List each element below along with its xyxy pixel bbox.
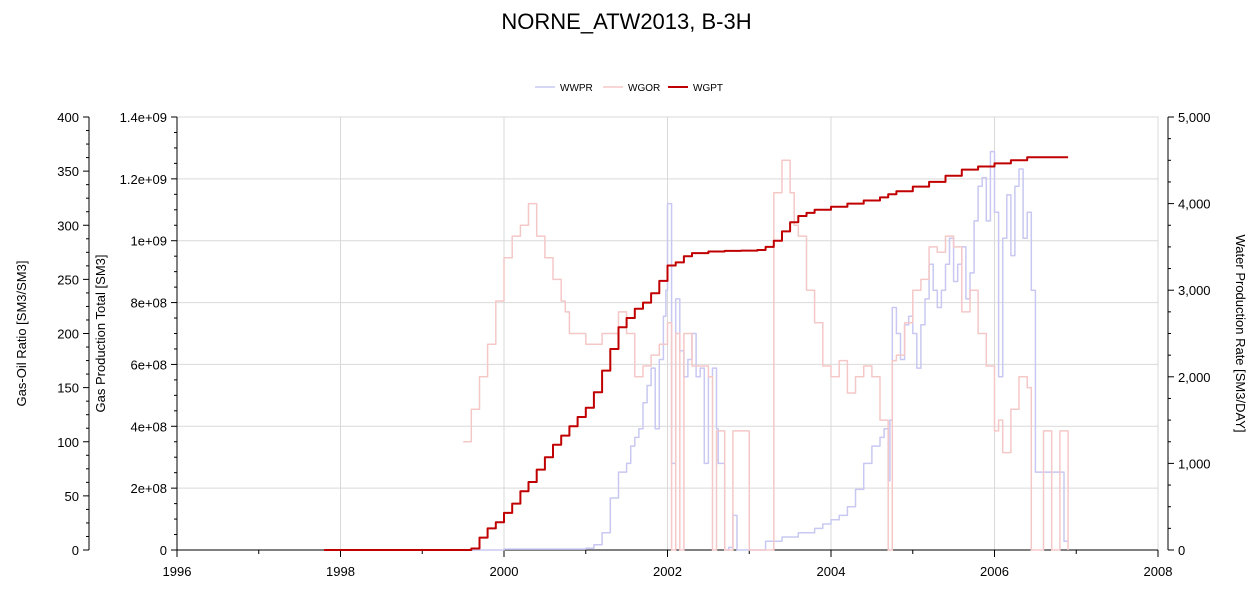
x-tick-label: 2004 xyxy=(817,564,846,579)
y-tick-label-wgpt: 4e+08 xyxy=(130,419,167,434)
legend-label-wgor: WGOR xyxy=(628,83,660,94)
series-line-wgpt xyxy=(324,156,1069,551)
axes: 1996 1998 2000 2002 2004 2006 2008050100150200… xyxy=(14,110,1248,579)
y-tick-label-wgor: 400 xyxy=(57,110,79,125)
x-tick-label: 2000 xyxy=(490,564,519,579)
y-tick-label-wwpr: 3,000 xyxy=(1178,283,1211,298)
series-line-wgor xyxy=(463,159,1069,551)
y-tick-label-wgpt: 1.4e+09 xyxy=(120,110,167,125)
x-tick-label: 1996 xyxy=(163,564,192,579)
y-tick-label-wgor: 300 xyxy=(57,218,79,233)
y-tick-label-wgpt: 2e+08 xyxy=(130,481,167,496)
y-axis-title-wwpr: Water Production Rate [SM3/DAY] xyxy=(1233,235,1248,433)
x-tick-label: 1998 xyxy=(326,564,355,579)
series-layer xyxy=(324,150,1069,551)
x-tick-label: 2006 xyxy=(980,564,1009,579)
y-axis-title-wgor: Gas-Oil Ratio [SM3/SM3] xyxy=(14,261,29,407)
y-tick-label-wgpt: 0 xyxy=(160,543,167,558)
y-tick-label-wgpt: 1e+09 xyxy=(130,234,167,249)
x-tick-label: 2002 xyxy=(653,564,682,579)
y-tick-label-wwpr: 2,000 xyxy=(1178,370,1211,385)
y-tick-label-wgpt: 1.2e+09 xyxy=(120,172,167,187)
legend-label-wwpr: WWPR xyxy=(560,83,593,94)
y-tick-label-wgor: 200 xyxy=(57,327,79,342)
y-tick-label-wwpr: 4,000 xyxy=(1178,197,1211,212)
y-tick-label-wgor: 100 xyxy=(57,435,79,450)
y-tick-label-wwpr: 5,000 xyxy=(1178,110,1211,125)
y-tick-label-wwpr: 0 xyxy=(1178,543,1185,558)
chart-title: NORNE_ATW2013, B-3H xyxy=(501,9,752,34)
x-tick-label: 2008 xyxy=(1144,564,1173,579)
y-axis-title-wgpt: Gas Production Total [SM3] xyxy=(93,254,108,412)
y-tick-label-wgor: 50 xyxy=(65,489,79,504)
series-line-wwpr xyxy=(471,150,1069,551)
y-tick-label-wgpt: 6e+08 xyxy=(130,357,167,372)
y-tick-label-wwpr: 1,000 xyxy=(1178,456,1211,471)
y-tick-label-wgor: 0 xyxy=(72,543,79,558)
y-tick-label-wgor: 150 xyxy=(57,381,79,396)
legend: WWPR WGOR WGPT xyxy=(535,83,723,94)
legend-label-wgpt: WGPT xyxy=(693,83,723,94)
y-tick-label-wgor: 350 xyxy=(57,164,79,179)
y-tick-label-wgpt: 8e+08 xyxy=(130,296,167,311)
y-tick-label-wgor: 250 xyxy=(57,272,79,287)
